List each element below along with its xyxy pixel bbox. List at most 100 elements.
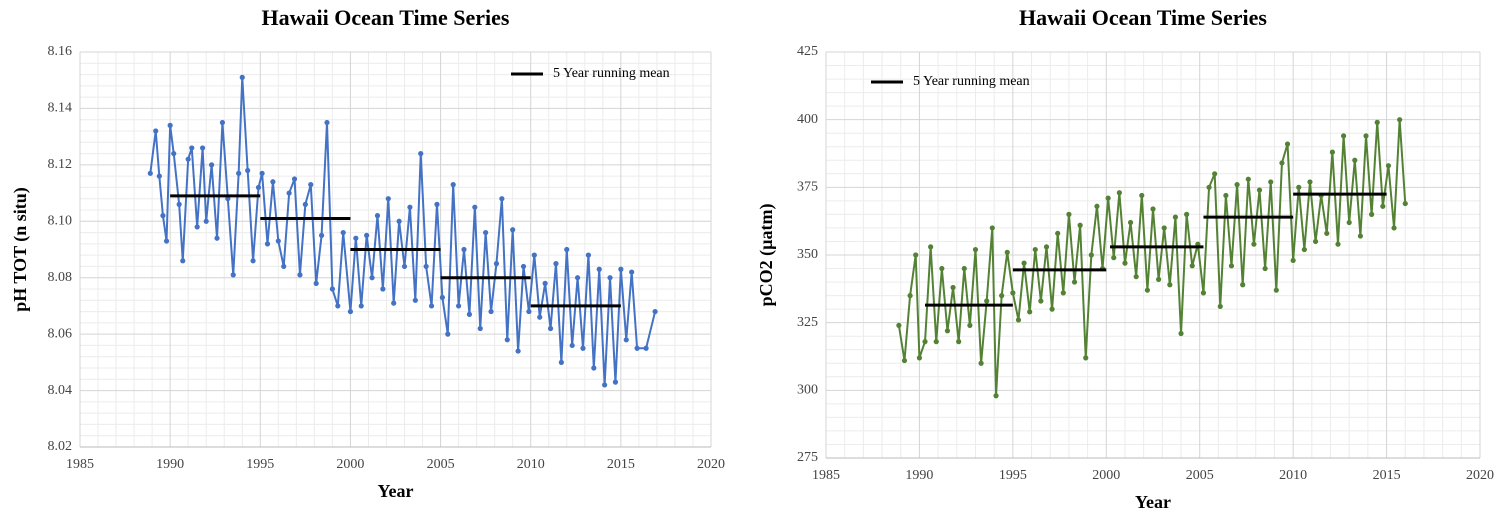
data-point — [1172, 214, 1179, 220]
data-point — [160, 213, 166, 219]
x-tick-label: 2005 — [1186, 468, 1214, 483]
x-tick-label: 2015 — [1373, 468, 1401, 483]
data-point — [1122, 260, 1128, 266]
data-point — [916, 355, 923, 361]
legend-label: 5 Year running mean — [553, 66, 670, 81]
data-point — [1083, 355, 1089, 361]
data-point — [1167, 282, 1173, 288]
data-point — [1335, 241, 1341, 247]
data-point — [585, 252, 592, 258]
data-point — [275, 238, 281, 244]
data-point — [1234, 182, 1240, 188]
y-tick-label: 325 — [797, 315, 818, 330]
data-point — [250, 258, 256, 264]
data-point — [396, 218, 402, 224]
x-axis-label: Year — [378, 481, 414, 501]
data-point — [1256, 187, 1263, 193]
data-point — [1150, 206, 1156, 212]
y-tick-label: 8.16 — [48, 44, 73, 59]
data-point — [1156, 276, 1162, 282]
data-point — [1105, 195, 1111, 201]
data-point — [407, 204, 413, 210]
data-point — [1284, 141, 1291, 147]
y-tick-label: 8.08 — [48, 270, 73, 285]
data-point — [1077, 222, 1083, 228]
data-point — [297, 272, 303, 278]
data-point — [1021, 260, 1027, 266]
data-point — [1038, 298, 1044, 304]
data-point — [1251, 241, 1257, 247]
data-point — [553, 261, 559, 267]
data-point — [558, 359, 564, 365]
data-point — [629, 269, 635, 275]
y-tick-label: 275 — [797, 450, 818, 465]
data-point — [1312, 238, 1319, 245]
data-point — [1374, 119, 1380, 125]
data-point — [313, 280, 319, 286]
data-point — [428, 303, 435, 309]
data-point — [1055, 230, 1061, 236]
x-tick-label: 2015 — [607, 457, 635, 472]
data-point — [385, 196, 391, 202]
chart-title: Hawaii Ocean Time Series — [1019, 5, 1267, 30]
data-point — [984, 298, 990, 304]
data-point — [1015, 317, 1022, 323]
data-point — [199, 145, 206, 151]
y-axis-label: pH TOT (n situ) — [10, 187, 31, 312]
y-axis-label: pCO2 (µatm) — [756, 204, 777, 307]
data-point — [612, 379, 619, 385]
data-point — [401, 263, 408, 270]
data-point — [1200, 290, 1207, 296]
data-point — [472, 204, 478, 210]
data-point — [1402, 200, 1408, 207]
data-point — [1094, 203, 1100, 209]
data-point — [928, 244, 934, 250]
data-point — [483, 229, 489, 236]
data-point — [1262, 265, 1268, 272]
data-point — [580, 345, 586, 351]
data-point — [259, 170, 265, 176]
x-axis-label: Year — [1135, 492, 1171, 512]
data-point — [1346, 219, 1352, 226]
data-point — [1184, 211, 1190, 217]
data-point — [961, 265, 967, 272]
data-line — [149, 77, 657, 385]
x-tick-label: 1985 — [66, 457, 94, 472]
data-point — [1178, 330, 1184, 337]
data-point — [1363, 133, 1369, 139]
data-point — [461, 246, 467, 253]
data-point — [1212, 171, 1218, 177]
x-tick-label: 1990 — [905, 468, 933, 483]
data-point — [1133, 274, 1139, 280]
y-tick-label: 375 — [797, 180, 818, 195]
data-point — [623, 337, 629, 343]
data-point — [167, 122, 173, 128]
data-point — [531, 252, 537, 258]
data-point — [1391, 225, 1397, 231]
data-point — [488, 308, 494, 315]
data-point — [239, 74, 245, 80]
data-point — [1189, 263, 1195, 269]
data-point — [176, 201, 182, 207]
data-point — [1161, 225, 1167, 231]
data-point — [652, 308, 658, 315]
data-point — [358, 303, 364, 309]
data-point — [1307, 179, 1313, 185]
x-tick-label: 1985 — [812, 468, 840, 483]
data-point — [418, 150, 424, 157]
y-tick-label: 8.10 — [48, 214, 73, 229]
data-point — [569, 342, 575, 349]
data-point — [302, 201, 308, 207]
data-point — [950, 284, 956, 291]
data-point — [147, 170, 153, 176]
data-point — [542, 280, 548, 286]
y-tick-label: 8.06 — [48, 326, 73, 341]
data-point — [1139, 192, 1145, 199]
data-point — [391, 300, 397, 306]
y-tick-label: 400 — [797, 112, 818, 127]
data-point — [156, 173, 162, 179]
data-point — [270, 179, 276, 185]
data-point — [1340, 133, 1347, 139]
data-point — [564, 246, 570, 253]
data-point — [374, 213, 381, 219]
